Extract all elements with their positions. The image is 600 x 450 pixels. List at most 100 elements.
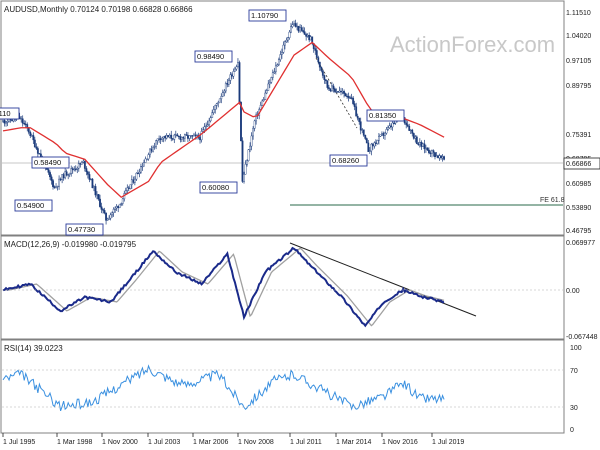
candle-body <box>121 198 124 204</box>
candle-body <box>35 146 38 149</box>
candle-body <box>71 168 74 171</box>
candle-body <box>385 129 388 134</box>
candle-body <box>140 166 142 173</box>
macd-header: MACD(12,26,9) -0.019980 -0.019795 <box>4 240 137 249</box>
candle-body <box>282 44 285 53</box>
annotation-label: 1.10790 <box>251 11 278 20</box>
candle-body <box>428 149 430 153</box>
rsi-tick: 100 <box>570 345 582 352</box>
candle-body <box>159 138 162 141</box>
candle-body <box>381 133 383 135</box>
candle-body <box>423 143 426 150</box>
annotation-box <box>329 154 368 167</box>
candle-body <box>443 156 445 160</box>
candle-body <box>371 143 374 147</box>
candle-body <box>3 120 6 124</box>
macd-tick: 0.069977 <box>566 240 595 247</box>
candle-body <box>378 136 380 141</box>
candle-body <box>27 127 30 133</box>
candle-body <box>114 207 117 210</box>
candle-body <box>418 142 421 146</box>
candle-body <box>67 174 70 176</box>
candle-body <box>382 133 385 136</box>
candle-body <box>53 186 56 188</box>
candle-body <box>358 117 361 122</box>
candle-body <box>147 154 150 160</box>
candle-body <box>103 210 106 214</box>
candle-body <box>170 134 173 139</box>
candle-body <box>23 122 26 125</box>
candle-body <box>435 155 438 157</box>
current-price-box <box>563 157 600 170</box>
candle-body <box>247 149 250 161</box>
candle-body <box>52 180 54 187</box>
candle-body <box>300 27 303 31</box>
price-tick: 0.89795 <box>566 83 591 90</box>
candle-body <box>168 134 171 138</box>
candle-body <box>106 218 109 221</box>
candle-body <box>344 93 347 97</box>
candle-body <box>347 96 350 98</box>
candle-body <box>232 71 235 77</box>
candle-body <box>127 187 130 189</box>
candle-body <box>141 165 144 168</box>
candle-body <box>117 206 120 208</box>
candle-body <box>33 139 36 148</box>
candle-body <box>129 184 132 189</box>
price-annotations: 1.10790 0.98490 0.81350 0.68260 0.60080 … <box>0 9 405 236</box>
candle-body <box>177 135 180 138</box>
candle-body <box>50 176 53 181</box>
macd-trendline <box>289 242 477 317</box>
rsi-panel-frame <box>0 339 565 434</box>
candle-body <box>408 125 411 131</box>
candle-body <box>411 129 414 134</box>
candle-body <box>335 91 338 93</box>
candle-body <box>281 52 283 55</box>
candle-body <box>173 134 176 140</box>
candle-body <box>202 129 204 132</box>
candle-body <box>440 155 442 159</box>
candle-body <box>326 80 329 88</box>
macd-tick: -0.067448 <box>566 334 598 341</box>
candle-body <box>58 178 60 187</box>
candle-body <box>252 128 254 137</box>
candle-body <box>102 209 104 211</box>
candle-body <box>287 37 289 41</box>
candle-body <box>155 140 157 147</box>
candle-body <box>276 64 279 67</box>
candle-body <box>273 71 276 74</box>
candle-body <box>362 129 365 136</box>
x-tick-label: 1 Mar 1998 <box>57 439 93 446</box>
candle-body <box>359 121 362 131</box>
x-tick-label: 1 Mar 2006 <box>193 439 229 446</box>
candle-body <box>100 206 103 210</box>
candle-body <box>308 35 311 41</box>
candle-body <box>203 126 206 130</box>
candle-body <box>70 168 73 174</box>
candle-body <box>68 172 71 175</box>
candle-body <box>346 95 348 98</box>
candle-body <box>167 135 170 138</box>
candle-body <box>290 26 292 33</box>
annotation-box <box>366 109 405 122</box>
x-tick-label: 1 Mar 2014 <box>336 439 372 446</box>
candle-body <box>74 168 77 170</box>
candle-body <box>356 115 359 119</box>
candle-body <box>246 160 248 165</box>
candle-body <box>434 152 436 157</box>
candle-body <box>415 136 418 144</box>
candle-body <box>305 34 308 37</box>
candle-body <box>390 125 392 128</box>
current-price-label: 0.66866 <box>566 161 591 168</box>
candle-body <box>223 90 226 93</box>
time-axis: 1 Jul 1995 1 Mar 1998 1 Nov 2000 1 Jul 2… <box>2 433 464 446</box>
annotation-label: 0.47730 <box>68 225 95 234</box>
candle-body <box>185 134 188 136</box>
x-tick-label: 1 Nov 2016 <box>382 439 418 446</box>
candle-body <box>227 80 230 85</box>
main-trendline <box>315 57 358 129</box>
candle-body <box>240 102 242 142</box>
candle-body <box>412 133 415 139</box>
x-tick-label: 1 Jul 2019 <box>432 439 464 446</box>
